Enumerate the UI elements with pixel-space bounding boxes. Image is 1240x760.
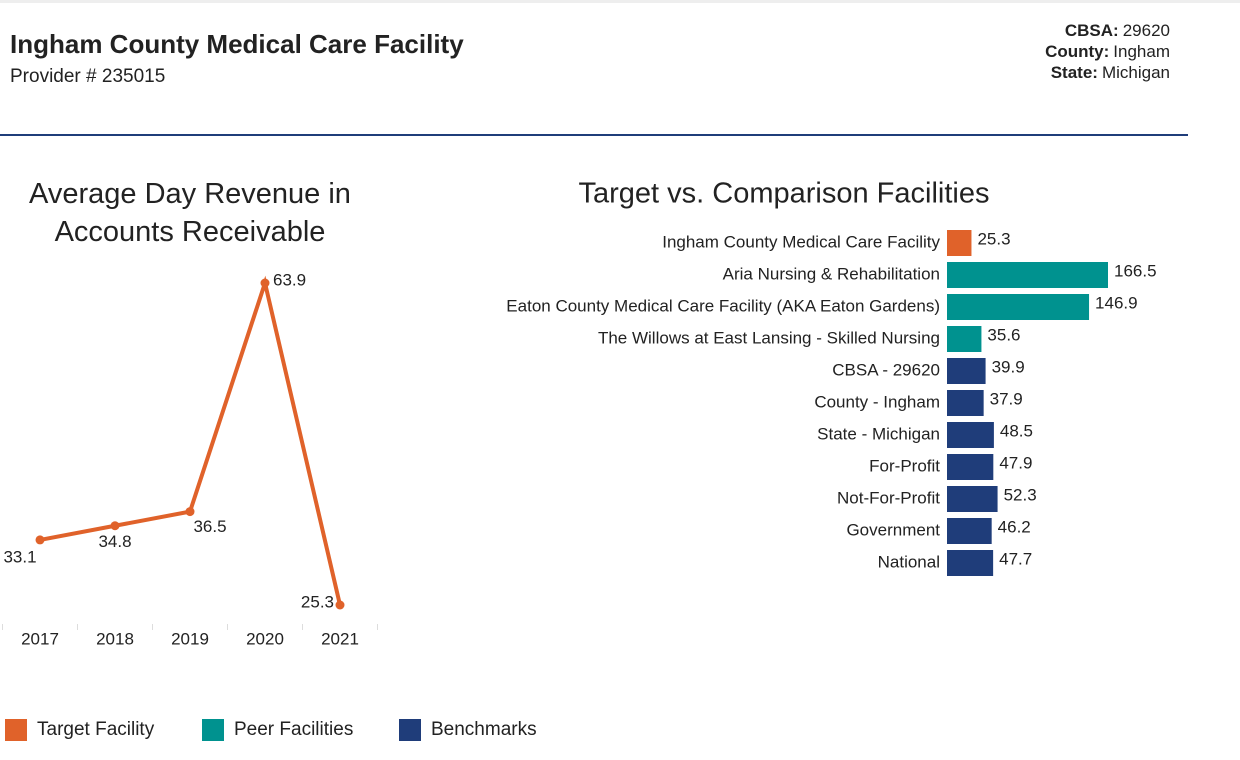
bar (947, 294, 1090, 320)
legend-swatch (399, 719, 421, 741)
info-line: CBSA: 29620 (1065, 21, 1170, 40)
category-label: Eaton County Medical Care Facility (AKA … (506, 296, 940, 315)
bar (947, 518, 992, 544)
category-label: State - Michigan (817, 424, 940, 443)
bar-title: Target vs. Comparison Facilities (579, 178, 990, 210)
legend-swatch (5, 719, 27, 741)
data-label: 37.9 (990, 389, 1023, 408)
point (185, 507, 195, 517)
x-tick-label: 2021 (321, 629, 359, 648)
category-label: National (878, 552, 940, 571)
title: Ingham County Medical Care Facility (10, 29, 464, 59)
legend-label: Target Facility (37, 719, 155, 740)
category-label: Aria Nursing & Rehabilitation (723, 264, 940, 283)
data-label: 46.2 (998, 517, 1031, 536)
point (260, 278, 270, 288)
data-label: 39.9 (992, 357, 1025, 376)
legend-label: Peer Facilities (234, 719, 353, 740)
line-title: Average Day Revenue in Accounts Receivab… (29, 178, 351, 248)
bar (947, 262, 1108, 288)
legend-label: Benchmarks (431, 719, 537, 740)
provider: Provider # 235015 (10, 66, 165, 87)
data-label: 25.3 (301, 592, 334, 611)
data-label: 36.5 (193, 517, 226, 536)
bar (947, 454, 994, 480)
bar (947, 550, 994, 576)
bar (947, 486, 998, 512)
category-label: Not-For-Profit (837, 488, 940, 507)
category-label: Government (846, 520, 940, 539)
category-label: The Willows at East Lansing - Skilled Nu… (598, 328, 940, 347)
data-label: 25.3 (977, 229, 1010, 248)
info-part: State: (1051, 63, 1098, 82)
data-label: 63.9 (273, 270, 306, 289)
info-line: State: Michigan (1051, 63, 1170, 82)
point (110, 521, 120, 531)
x-tick-label: 2019 (171, 629, 209, 648)
data-label: 52.3 (1004, 485, 1037, 504)
top-strip (0, 0, 1240, 3)
data-label: 47.7 (999, 549, 1032, 568)
data-label: 34.8 (98, 532, 131, 551)
x-tick-label: 2018 (96, 629, 134, 648)
info-part: CBSA: (1065, 21, 1119, 40)
x-tick-label: 2020 (246, 629, 284, 648)
category-label: County - Ingham (814, 392, 940, 411)
category-label: CBSA - 29620 (832, 360, 940, 379)
data-label: 146.9 (1095, 293, 1138, 312)
data-label: 166.5 (1114, 261, 1157, 280)
bar (947, 358, 986, 384)
bar (947, 422, 994, 448)
bar (947, 390, 984, 416)
data-label: 48.5 (1000, 421, 1033, 440)
data-label: 35.6 (987, 325, 1020, 344)
point (335, 600, 345, 610)
category-label: Ingham County Medical Care Facility (662, 232, 940, 251)
data-label: 47.9 (999, 453, 1032, 472)
info-part: County: (1045, 42, 1109, 61)
data-label: 33.1 (3, 547, 36, 566)
info-part: Ingham (1113, 42, 1170, 61)
info-part: 29620 (1123, 21, 1170, 40)
x-tick-label: 2017 (21, 629, 59, 648)
legend-swatch (202, 719, 224, 741)
line (39, 275, 342, 606)
bar (947, 326, 982, 352)
bar (947, 230, 972, 256)
category-label: For-Profit (869, 456, 940, 475)
info-part: Michigan (1102, 63, 1170, 82)
info-line: County: Ingham (1045, 42, 1170, 61)
point (35, 535, 45, 545)
